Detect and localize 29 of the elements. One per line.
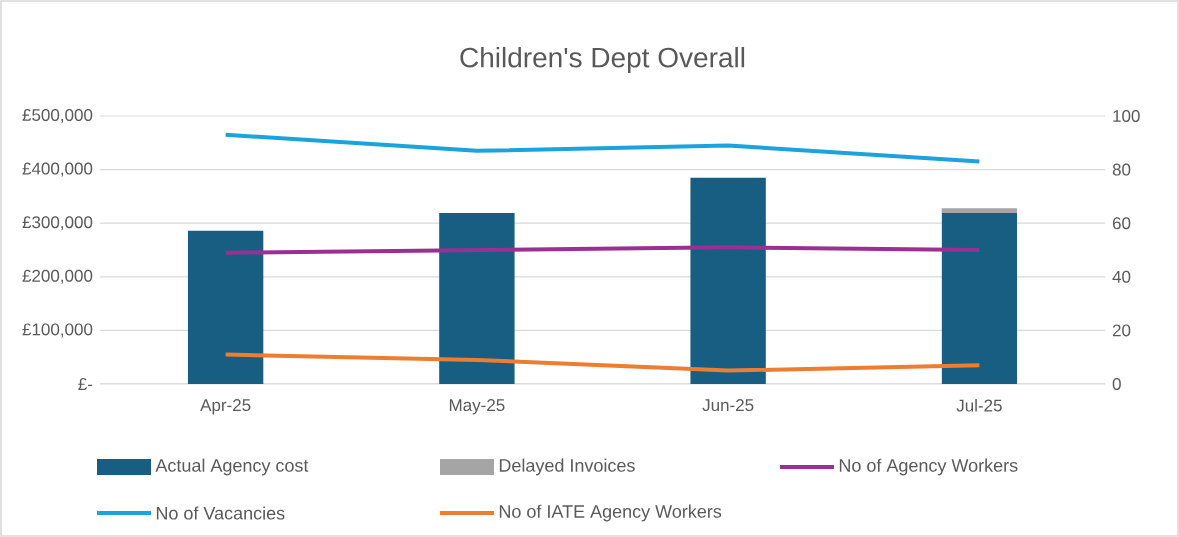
- x-tick-label: Jul-25: [956, 399, 1002, 412]
- line-series: [223, 132, 982, 164]
- y-tick-label: £400,000: [22, 162, 93, 177]
- legend-label: Actual Agency cost: [155, 458, 309, 476]
- bar: [187, 230, 264, 384]
- x-tick-label: Jun-25: [702, 399, 754, 412]
- bar: [941, 213, 1018, 384]
- x-tick-label: May-25: [449, 399, 505, 415]
- bar: [439, 213, 515, 384]
- y2-tick-label: 40: [1112, 270, 1131, 283]
- y-tick-label: £100,000: [22, 323, 93, 338]
- y2-tick-label: 100: [1113, 110, 1140, 123]
- x-tick-label: Apr-25: [200, 399, 251, 415]
- y-tick-label: £500,000: [22, 109, 93, 124]
- y2-tick-label: 80: [1112, 163, 1131, 176]
- legend-label: No of IATE Agency Workers: [499, 504, 722, 522]
- y-tick-label: £300,000: [22, 216, 93, 231]
- legend-label: Delayed Invoices: [499, 458, 635, 476]
- y2-tick-label: 60: [1112, 217, 1131, 230]
- y-tick-label: £-: [78, 378, 93, 390]
- chart-title: Children's Dept Overall: [460, 46, 745, 74]
- line-series: [223, 352, 982, 373]
- y2-tick-label: 20: [1112, 324, 1131, 337]
- y-tick-label: £200,000: [22, 269, 93, 284]
- bar: [690, 177, 766, 384]
- legend-label: No of Vacancies: [156, 506, 285, 520]
- bar: [941, 208, 1018, 214]
- legend-label: No of Agency Workers: [839, 458, 1018, 476]
- y2-tick-label: 0: [1112, 378, 1121, 391]
